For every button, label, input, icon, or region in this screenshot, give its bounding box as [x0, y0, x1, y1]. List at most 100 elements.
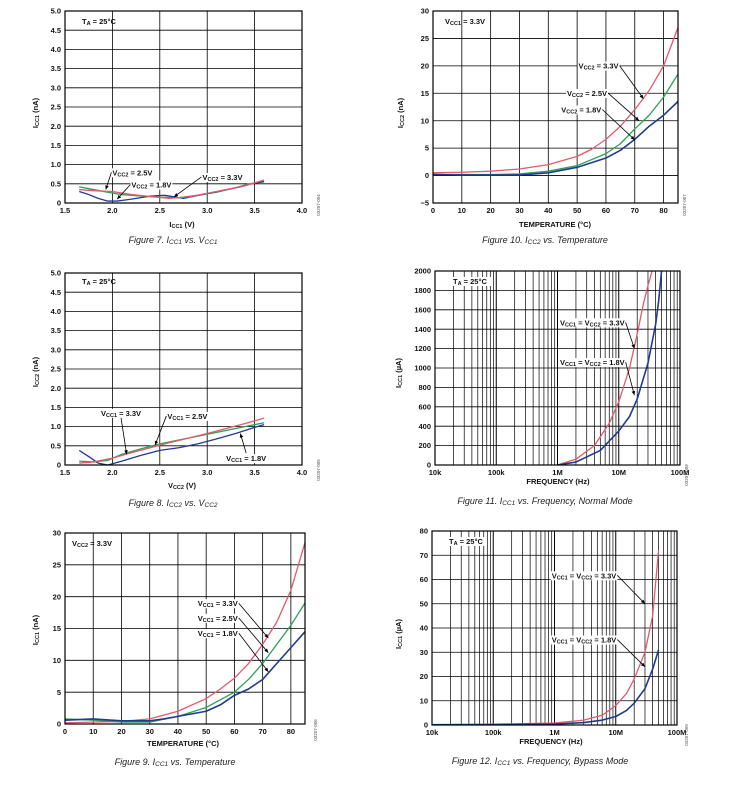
condition-label: TA = 25°C	[82, 17, 116, 27]
series-line	[64, 631, 306, 722]
figure-code: 03207-008	[684, 464, 689, 486]
y-tick-label: 30	[421, 7, 429, 16]
series-line	[79, 417, 265, 464]
y-tick-label: 30	[53, 529, 61, 538]
x-axis-label: FREQUENCY (Hz)	[526, 477, 590, 486]
condition-label-bg	[447, 537, 487, 546]
series-line	[79, 422, 265, 463]
annotation-label: VCC1 = 3.3V	[198, 599, 238, 609]
chart-fig7: 1.5 2.0 2.5 3.0 3.5 4.0 0 0.5 1.0 1.5 2.0 2.5 3.0 3.…	[30, 5, 330, 250]
annotation-arrow	[602, 109, 636, 141]
annotations: VCC1 = VCC2 = 3.3V VCC1 = VCC2 = 1.8V	[559, 318, 636, 396]
y-axis-label: ICC2 (nA)	[31, 356, 41, 387]
annotations: VCC2 = 3.3V VCC2 = 2.5V VCC2 = 1.8V	[560, 61, 644, 141]
y-axis-label: ICC1 (nA)	[31, 614, 41, 645]
y-tick-label: 200	[418, 441, 431, 450]
y-tick-label: 4.0	[51, 45, 61, 54]
y-tick-label: 1400	[414, 325, 431, 334]
annotation-label: VCC1 = VCC2 = 3.3V	[552, 571, 617, 581]
annotation-arrow	[120, 417, 128, 455]
figure-code: 03207-007	[682, 194, 687, 216]
annotation-arrow	[173, 176, 202, 198]
gridlines	[64, 10, 303, 204]
annotation-label: VCC1 = VCC2 = 3.3V	[560, 318, 625, 328]
x-axis-label: ICC1 (V)	[169, 220, 195, 230]
chart-fig8-svg: 1.5 2.0 2.5 3.0 3.5 4.0 0 0.5 1.0 1.5 2.0 2.5 3.0 3.…	[31, 269, 321, 509]
plot-frame	[434, 270, 681, 466]
x-tick-labels: 1.5 2.0 2.5 3.0 3.5 4.0	[60, 468, 307, 477]
annotation-arrowhead	[640, 662, 645, 667]
frame	[431, 530, 678, 726]
annotation-bg	[111, 168, 154, 178]
annotation-bg	[166, 411, 209, 421]
x-tick-label: 10k	[426, 728, 439, 737]
x-tick-label: 80	[287, 727, 295, 736]
y-tick-label: 4.5	[51, 288, 61, 297]
series-line	[431, 649, 660, 726]
annotation-label: VCC1 = 2.5V	[167, 412, 207, 422]
y-axis-label: ICC2 (nA)	[396, 97, 406, 128]
annotation-bg	[559, 318, 626, 328]
plot-frame	[64, 532, 306, 725]
figure-code: 03207-004	[316, 194, 321, 216]
x-tick-label: 60	[602, 206, 610, 215]
y-tick-label: 5.0	[51, 7, 61, 16]
x-tick-label: 30	[515, 206, 523, 215]
y-axis-label: ICC1 (µA)	[394, 619, 404, 649]
annotation-label: VCC1 = 1.8V	[226, 454, 266, 464]
y-tick-label: 1.0	[51, 422, 61, 431]
x-tick-labels: 10k 100k 1M 10M 100M	[429, 468, 690, 477]
series-line	[79, 179, 265, 200]
y-tick-label: 1800	[414, 286, 431, 295]
condition-label: TA = 25°C	[449, 537, 483, 547]
x-tick-label: 1.5	[60, 206, 70, 215]
y-tick-label: 15	[53, 624, 61, 633]
x-tick-label: 20	[486, 206, 494, 215]
figure-caption: Figure 11. ICC1 vs. Frequency, Normal Mo…	[457, 496, 632, 507]
annotation-arrowhead	[631, 390, 636, 396]
x-axis-label: VCC2 (V)	[168, 481, 197, 491]
y-tick-label: 3.0	[51, 345, 61, 354]
x-tick-label: 4.0	[297, 468, 307, 477]
y-tick-label: 70	[420, 551, 428, 560]
annotation-bg	[201, 172, 244, 182]
plot-frame	[432, 10, 679, 204]
chart-fig11: 10k 100k 1M 10M 100M 0 200 400 600 800 1000 1200 14…	[394, 265, 705, 515]
x-axis-label: TEMPERATURE (°C)	[147, 739, 220, 748]
annotation-label: VCC2 = 2.5V	[567, 89, 607, 99]
y-tick-labels: 0 0.5 1.0 1.5 2.0 2.5 3.0 3.5 4.0 4.5 5.0	[51, 269, 61, 470]
annotation-arrow	[238, 602, 269, 639]
annotation-arrowhead	[264, 667, 269, 672]
series-line	[432, 27, 679, 174]
annotation-arrowhead	[174, 193, 179, 197]
annotation-bg	[100, 408, 143, 418]
y-tick-label: 20	[420, 672, 428, 681]
series-lines	[557, 270, 663, 466]
annotations: VCC1 = 3.3V VCC1 = 2.5V VCC1 = 1.8V	[196, 599, 269, 673]
chart-fig12: 10k 100k 1M 10M 100M 0 10 20 30 40 50 60 70 80 VCC1 …	[394, 525, 705, 775]
y-tick-label: 20	[421, 61, 429, 70]
condition-label: TA = 25°C	[453, 277, 487, 287]
annotation-arrowhead	[264, 633, 269, 639]
y-tick-label: 1000	[414, 364, 431, 373]
annotation-label: VCC2 = 1.8V	[131, 181, 171, 191]
x-tick-label: 1.5	[60, 468, 70, 477]
x-tick-label: 10k	[429, 468, 442, 477]
y-tick-label: 4.0	[51, 307, 61, 316]
y-tick-labels: 0 200 400 600 800 1000 1200 1400 1600 1800 2000	[414, 267, 431, 470]
y-tick-label: 5	[425, 144, 429, 153]
x-tick-label: 1M	[549, 728, 559, 737]
x-tick-labels: 1.5 2.0 2.5 3.0 3.5 4.0	[60, 206, 307, 215]
series-line	[432, 100, 679, 176]
y-tick-label: 80	[420, 527, 428, 536]
condition-label: VCC1 = 3.3V	[445, 17, 485, 27]
y-tick-label: 2.0	[51, 384, 61, 393]
x-tick-label: 100k	[488, 468, 506, 477]
annotation-label: VCC1 = 2.5V	[198, 614, 238, 624]
series-lines	[78, 417, 265, 466]
chart-fig10: 0 10 20 30 40 50 60 70 80 −5 0 5 10 15 20 25 30 VCC2 = …	[395, 5, 705, 250]
x-tick-label: 2.5	[155, 206, 165, 215]
y-tick-label: 25	[53, 560, 61, 569]
y-tick-labels: 0 10 20 30 40 50 60 70 80	[420, 527, 428, 730]
x-tick-label: 3.5	[249, 468, 259, 477]
